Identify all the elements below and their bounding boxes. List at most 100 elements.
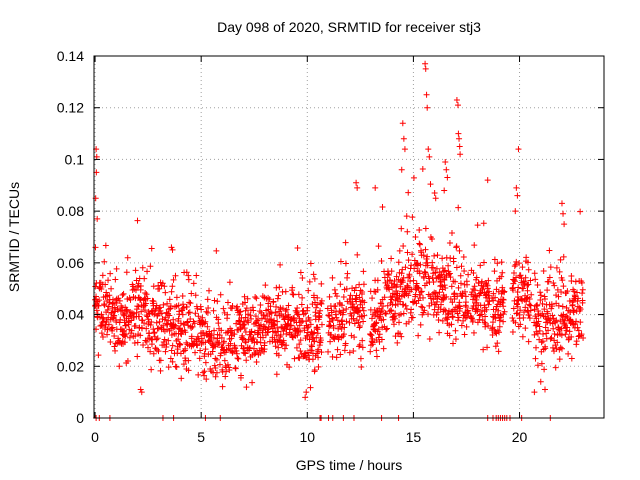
data-point bbox=[143, 291, 150, 298]
data-point bbox=[484, 177, 491, 184]
data-point bbox=[143, 338, 150, 345]
data-point bbox=[491, 268, 498, 275]
data-point bbox=[391, 315, 398, 322]
data-point bbox=[574, 289, 581, 296]
data-point bbox=[260, 348, 267, 355]
data-point bbox=[575, 295, 582, 302]
data-point bbox=[394, 281, 401, 288]
data-point bbox=[434, 293, 441, 300]
data-point bbox=[360, 307, 367, 314]
data-point bbox=[578, 331, 585, 338]
data-point bbox=[338, 325, 345, 332]
data-point bbox=[260, 312, 267, 319]
data-point bbox=[400, 135, 407, 142]
data-point bbox=[242, 350, 249, 357]
data-point bbox=[227, 340, 234, 347]
data-point bbox=[406, 272, 413, 279]
data-point bbox=[186, 299, 193, 306]
data-point bbox=[297, 337, 304, 344]
data-point bbox=[233, 347, 240, 354]
data-point bbox=[480, 220, 487, 227]
data-point bbox=[392, 310, 399, 317]
data-point bbox=[267, 303, 274, 310]
data-point bbox=[150, 298, 157, 305]
data-point bbox=[271, 336, 278, 343]
data-point bbox=[155, 348, 162, 355]
data-point bbox=[93, 153, 100, 160]
data-point bbox=[375, 326, 382, 333]
data-point bbox=[165, 337, 172, 344]
data-point bbox=[491, 256, 498, 263]
data-point bbox=[200, 369, 207, 376]
data-point bbox=[127, 296, 134, 303]
data-point bbox=[219, 383, 226, 390]
data-point bbox=[213, 247, 220, 254]
data-point bbox=[92, 244, 99, 251]
data-point bbox=[377, 311, 384, 318]
data-point bbox=[317, 339, 324, 346]
data-point bbox=[446, 332, 453, 339]
data-point bbox=[388, 307, 395, 314]
data-point bbox=[140, 341, 147, 348]
data-point bbox=[182, 329, 189, 336]
data-point bbox=[286, 326, 293, 333]
data-point bbox=[478, 278, 485, 285]
data-point bbox=[378, 336, 385, 343]
data-point bbox=[237, 374, 244, 381]
data-point bbox=[351, 320, 358, 327]
data-point bbox=[202, 339, 209, 346]
data-point bbox=[500, 296, 507, 303]
data-point bbox=[469, 317, 476, 324]
data-point bbox=[356, 323, 363, 330]
data-point bbox=[397, 311, 404, 318]
data-point bbox=[358, 364, 365, 371]
data-point bbox=[442, 284, 449, 291]
data-point bbox=[541, 296, 548, 303]
data-point bbox=[229, 302, 236, 309]
data-point bbox=[387, 307, 394, 314]
data-point bbox=[157, 367, 164, 374]
data-point bbox=[449, 314, 456, 321]
data-point bbox=[438, 301, 445, 308]
y-tick-label: 0.06 bbox=[57, 255, 84, 271]
data-point bbox=[402, 264, 409, 271]
data-point bbox=[279, 305, 286, 312]
data-point bbox=[537, 378, 544, 385]
data-point bbox=[170, 316, 177, 323]
data-point bbox=[272, 309, 279, 316]
data-point bbox=[235, 355, 242, 362]
data-point bbox=[201, 368, 208, 375]
data-point bbox=[161, 336, 168, 343]
data-point bbox=[418, 249, 425, 256]
x-tick-label: 20 bbox=[512, 429, 528, 445]
data-point bbox=[169, 246, 176, 253]
data-point bbox=[166, 296, 173, 303]
data-point bbox=[270, 322, 277, 329]
data-point bbox=[462, 288, 468, 295]
data-point bbox=[410, 174, 417, 181]
data-point bbox=[92, 283, 99, 290]
data-point bbox=[514, 192, 521, 199]
data-point bbox=[359, 304, 366, 311]
data-point bbox=[338, 302, 345, 309]
data-point bbox=[223, 368, 230, 375]
data-point bbox=[268, 310, 275, 317]
data-point bbox=[373, 353, 380, 360]
data-point bbox=[549, 303, 556, 310]
data-point bbox=[442, 159, 449, 166]
data-point bbox=[489, 332, 496, 339]
data-point bbox=[384, 302, 391, 309]
data-point bbox=[432, 195, 439, 202]
data-point bbox=[212, 364, 219, 371]
data-point bbox=[355, 319, 362, 326]
data-point bbox=[314, 301, 321, 308]
data-point bbox=[495, 348, 502, 355]
data-point bbox=[101, 302, 108, 309]
data-point bbox=[339, 321, 346, 328]
data-point bbox=[455, 130, 462, 137]
data-point bbox=[297, 269, 304, 276]
data-point bbox=[170, 276, 177, 283]
data-point bbox=[95, 352, 102, 359]
data-point bbox=[360, 281, 367, 288]
data-point bbox=[175, 315, 182, 322]
